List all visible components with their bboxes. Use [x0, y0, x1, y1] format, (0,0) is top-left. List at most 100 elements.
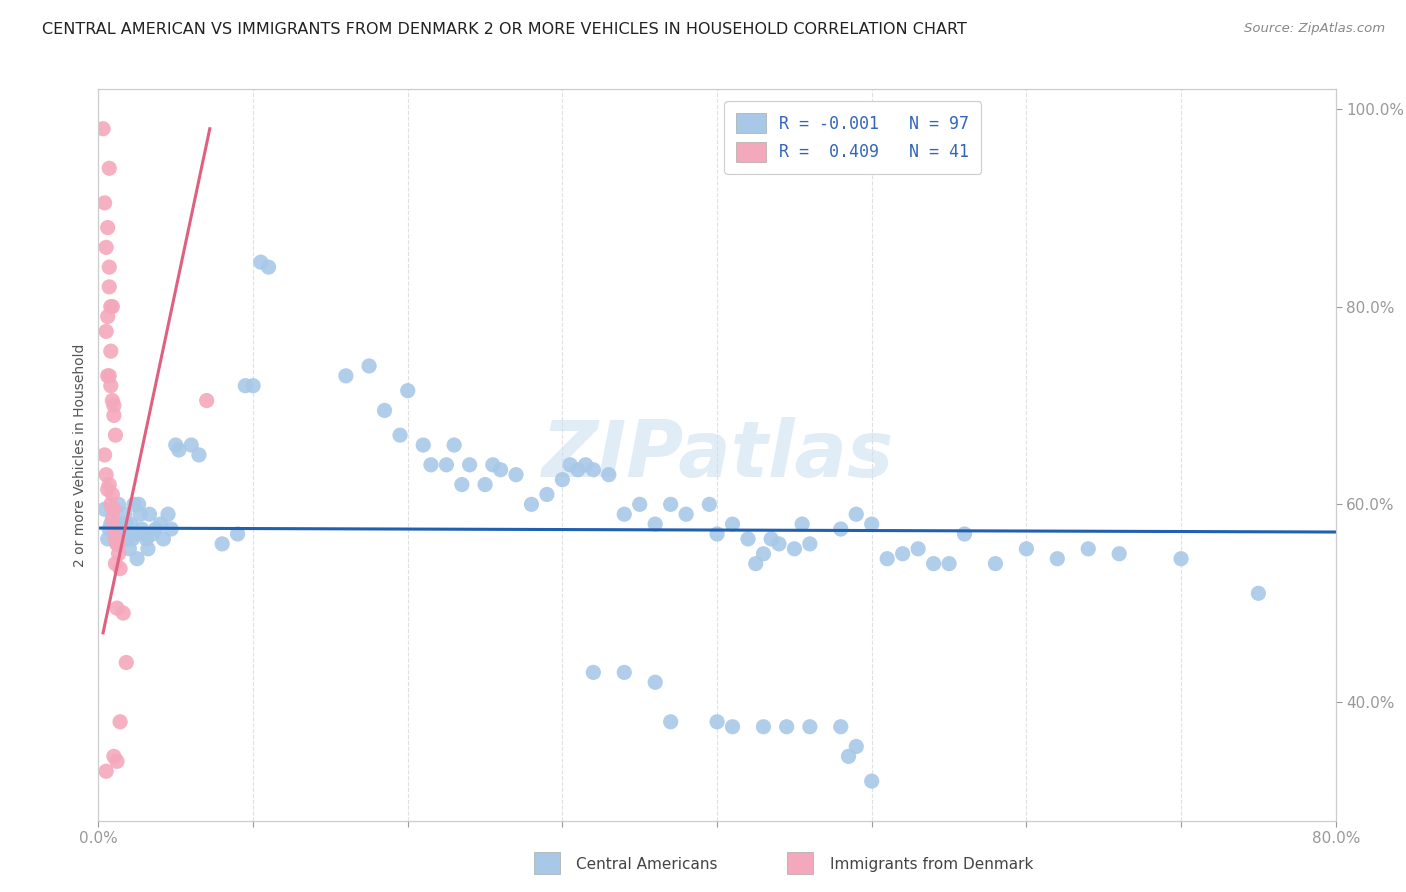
Point [103, 409, 125, 423]
Point [108, 517, 131, 532]
Point [105, 601, 128, 615]
Point [115, 517, 138, 532]
Point [97, 368, 120, 383]
Point [142, 527, 165, 541]
Point [419, 458, 441, 472]
Point [101, 502, 124, 516]
Point [122, 497, 145, 511]
Point [984, 557, 1007, 571]
Point [129, 507, 152, 521]
Point [93, 195, 115, 210]
Point [100, 344, 122, 359]
Point [112, 527, 135, 541]
Point [575, 458, 598, 472]
Point [98, 522, 121, 536]
Point [98, 368, 121, 383]
Point [659, 714, 682, 729]
Point [520, 497, 543, 511]
Point [1015, 541, 1038, 556]
Point [357, 359, 380, 373]
Point [93, 502, 115, 516]
Point [105, 537, 128, 551]
Point [160, 522, 183, 536]
Point [98, 477, 121, 491]
Point [450, 477, 472, 491]
Point [776, 720, 799, 734]
Point [107, 497, 129, 511]
Point [115, 656, 138, 670]
Point [737, 532, 759, 546]
Point [134, 527, 156, 541]
Point [335, 368, 357, 383]
Point [111, 522, 134, 536]
Point [101, 393, 124, 408]
Point [98, 280, 121, 294]
Point [489, 463, 512, 477]
Point [103, 399, 125, 413]
Point [103, 502, 125, 516]
Point [790, 517, 813, 532]
Point [121, 532, 143, 546]
Point [105, 537, 128, 551]
Point [783, 541, 806, 556]
Point [598, 467, 620, 482]
Point [118, 541, 141, 556]
Point [152, 532, 174, 546]
Point [138, 507, 160, 521]
Point [135, 532, 157, 546]
Point [396, 384, 419, 398]
Point [257, 260, 280, 274]
Point [560, 458, 582, 472]
Point [752, 547, 775, 561]
Point [97, 483, 120, 497]
Point [96, 324, 118, 338]
Text: ZIPatlas: ZIPatlas [541, 417, 893, 493]
Point [938, 557, 960, 571]
Point [96, 467, 118, 482]
Point [101, 512, 124, 526]
Point [97, 532, 120, 546]
Point [799, 720, 821, 734]
Point [388, 428, 412, 442]
Point [481, 458, 505, 472]
Point [745, 557, 768, 571]
Point [127, 551, 149, 566]
Point [436, 458, 458, 472]
Point [104, 428, 127, 442]
Point [761, 532, 783, 546]
Point [706, 527, 728, 541]
Point [412, 438, 434, 452]
Point [149, 517, 172, 532]
Point [721, 517, 744, 532]
Text: Immigrants from Denmark: Immigrants from Denmark [830, 857, 1033, 871]
Point [474, 477, 496, 491]
Point [104, 532, 127, 546]
Point [93, 448, 115, 462]
Point [101, 487, 124, 501]
Point [922, 557, 945, 571]
Point [100, 378, 122, 392]
Point [567, 463, 589, 477]
Point [768, 537, 790, 551]
Point [644, 675, 666, 690]
Point [1108, 547, 1130, 561]
Point [91, 121, 114, 136]
Point [157, 507, 180, 521]
Point [699, 497, 721, 511]
Text: Source: ZipAtlas.com: Source: ZipAtlas.com [1244, 22, 1385, 36]
Point [98, 161, 121, 176]
Point [830, 720, 852, 734]
Y-axis label: 2 or more Vehicles in Household: 2 or more Vehicles in Household [73, 343, 87, 566]
Point [96, 764, 118, 779]
Point [830, 522, 852, 536]
Point [250, 255, 273, 269]
Point [107, 537, 129, 551]
Point [860, 774, 883, 789]
Point [167, 442, 190, 457]
Point [876, 551, 898, 566]
Point [891, 547, 914, 561]
Point [1170, 551, 1192, 566]
Legend: R = -0.001   N = 97, R =  0.409   N = 41: R = -0.001 N = 97, R = 0.409 N = 41 [724, 101, 981, 174]
Point [112, 606, 135, 620]
Point [101, 300, 124, 314]
